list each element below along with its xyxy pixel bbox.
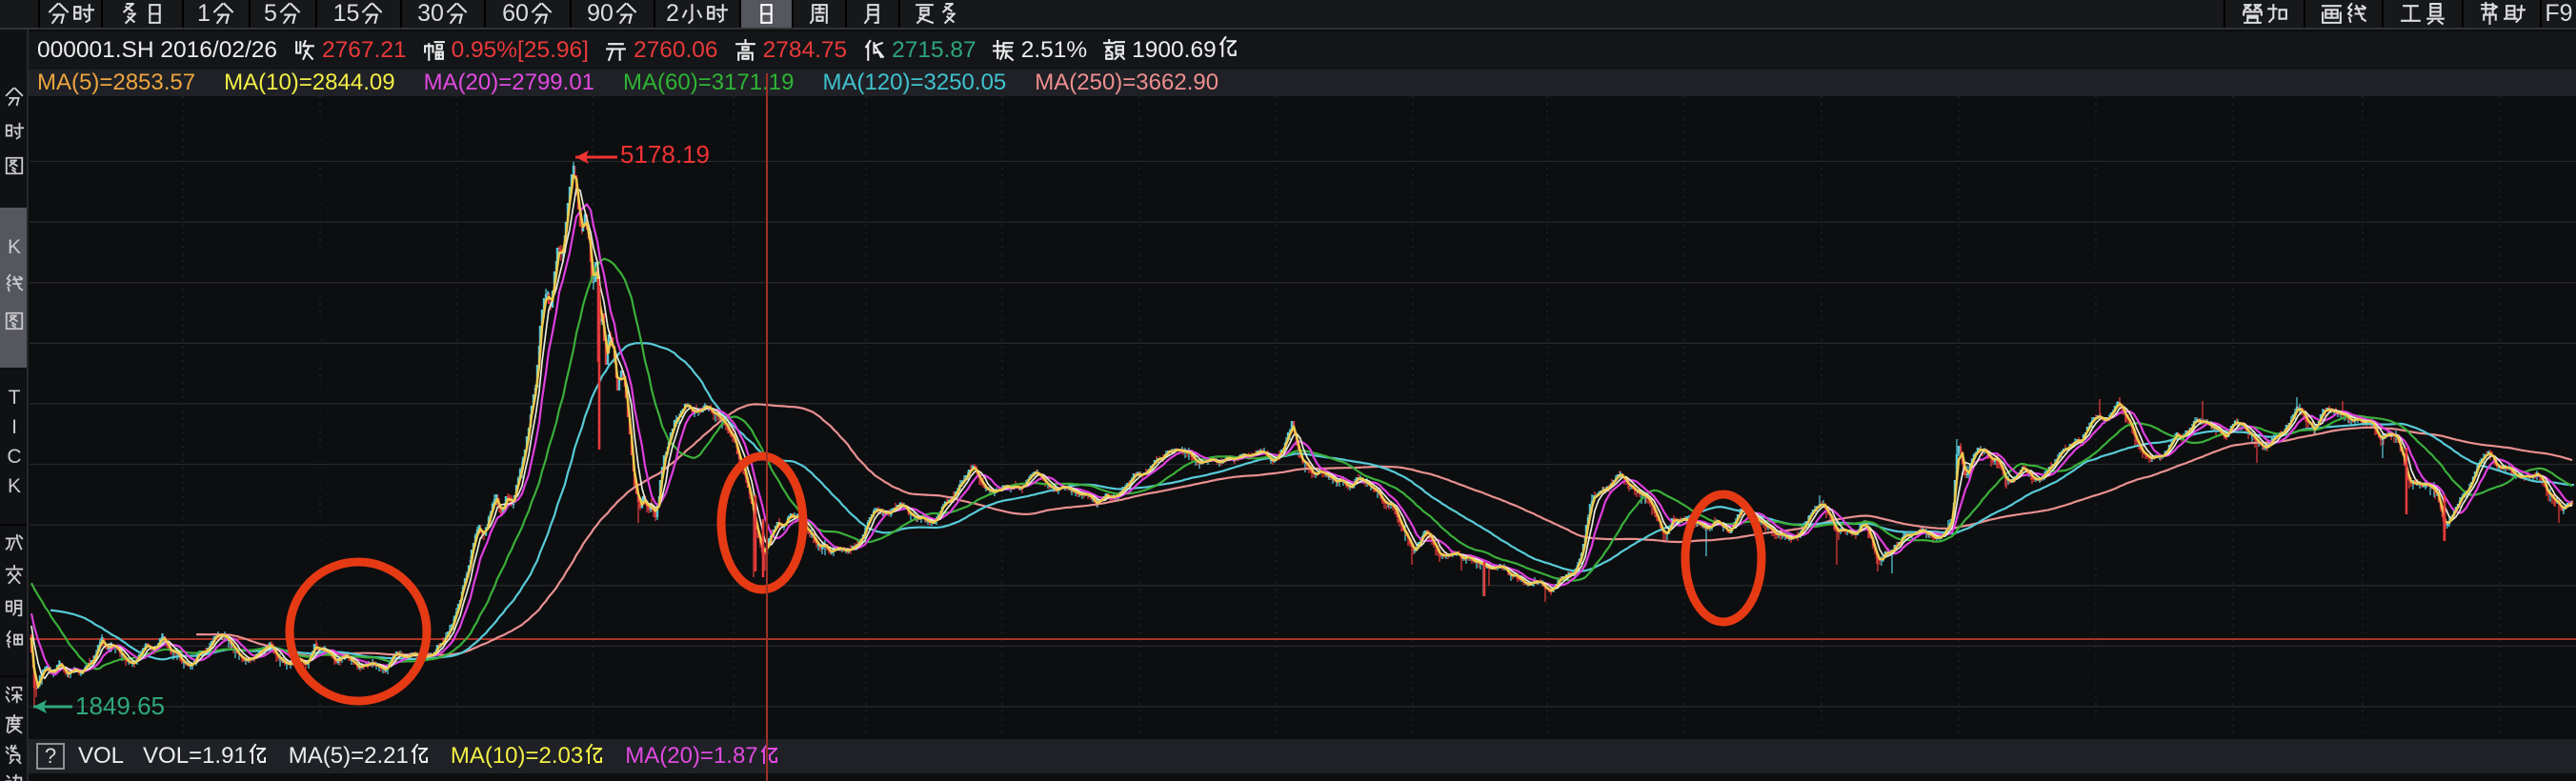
svg-text:5178.19: 5178.19: [620, 140, 710, 169]
svg-text:1849.65: 1849.65: [75, 691, 165, 720]
